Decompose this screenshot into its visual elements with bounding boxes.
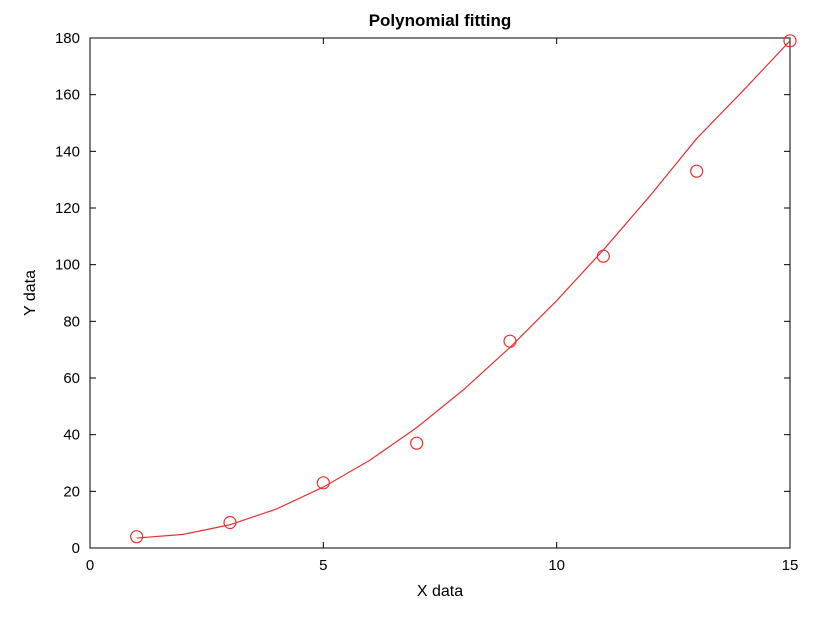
plot-area xyxy=(90,38,790,548)
chart-container: 0 5 10 15 0 20 40 60 80 100 120 140 160 180 Polynomial… xyxy=(0,0,840,630)
x-tick-label: 5 xyxy=(319,557,327,574)
y-tick-label: 100 xyxy=(55,257,80,274)
y-tick-label: 160 xyxy=(55,87,80,104)
x-tick-label: 15 xyxy=(782,557,799,574)
y-tick-label: 180 xyxy=(55,30,80,47)
y-tick-label: 40 xyxy=(63,427,80,444)
y-tick-label: 140 xyxy=(55,143,80,160)
y-tick-label: 120 xyxy=(55,200,80,217)
x-tick-label: 10 xyxy=(548,557,565,574)
y-tick-label: 80 xyxy=(63,313,80,330)
chart-svg: 0 5 10 15 0 20 40 60 80 100 120 140 160 180 Polynomial… xyxy=(0,0,840,630)
chart-title: Polynomial fitting xyxy=(369,11,512,30)
y-tick-label: 20 xyxy=(63,483,80,500)
y-tick-label: 60 xyxy=(63,370,80,387)
x-tick-label: 0 xyxy=(86,557,94,574)
x-axis-label: X data xyxy=(417,583,463,600)
y-axis-label: Y data xyxy=(22,270,39,316)
y-tick-label: 0 xyxy=(72,540,80,557)
